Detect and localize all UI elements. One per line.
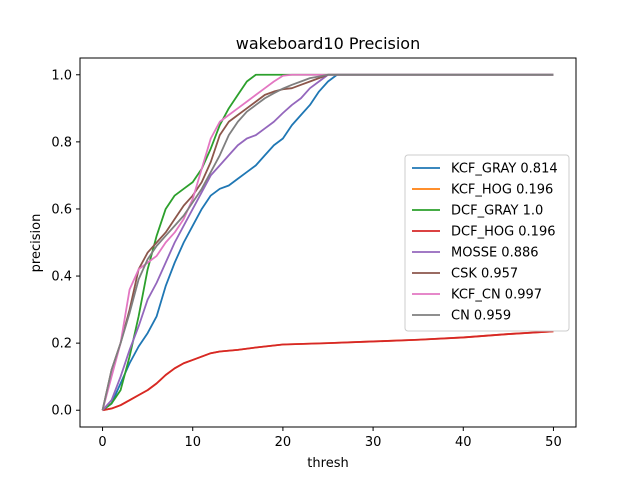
legend-label: CSK 0.957 — [451, 267, 518, 282]
x-axis-label: thresh — [307, 456, 348, 471]
y-axis-label: precision — [29, 214, 44, 273]
legend-label: KCF_GRAY 0.814 — [451, 162, 558, 177]
axes-frame — [79, 57, 577, 428]
x-tick-label: 20 — [275, 435, 292, 450]
legend: KCF_GRAY 0.814 KCF_HOG 0.196 DCF_GRAY 1.0 D… — [404, 154, 570, 332]
chart-title: wakeboard10 Precision — [236, 34, 420, 53]
legend-label: DCF_GRAY 1.0 — [451, 204, 543, 219]
x-axis: 0 10 20 30 40 50 — [98, 427, 562, 450]
legend-label: DCF_HOG 0.196 — [451, 225, 556, 240]
y-tick-label: 0.4 — [51, 270, 72, 285]
y-tick-label: 0.0 — [51, 404, 72, 419]
series-line-3 — [102, 330, 554, 412]
x-tick-label: 30 — [365, 435, 382, 450]
x-tick-label: 10 — [184, 435, 201, 450]
series-layer — [101, 73, 554, 412]
x-tick-label: 40 — [455, 435, 472, 450]
series-line-4 — [101, 73, 554, 411]
series-line-5 — [101, 73, 554, 411]
series-line-0 — [102, 73, 554, 411]
legend-label: KCF_CN 0.997 — [451, 288, 542, 303]
x-tick-label: 0 — [98, 435, 106, 450]
series-line-7 — [101, 73, 554, 411]
y-tick-label: 0.2 — [51, 337, 72, 352]
y-tick-label: 1.0 — [51, 68, 72, 83]
legend-frame — [404, 154, 570, 332]
x-tick-label: 50 — [545, 435, 562, 450]
legend-label: CN 0.959 — [451, 309, 511, 324]
y-tick-label: 0.6 — [51, 202, 72, 217]
y-tick-label: 0.8 — [51, 135, 72, 150]
series-line-2 — [102, 73, 554, 411]
y-axis: 0.0 0.2 0.4 0.6 0.8 1.0 — [51, 68, 80, 419]
series-line-6 — [101, 73, 554, 411]
legend-label: KCF_HOG 0.196 — [451, 183, 553, 198]
legend-label: MOSSE 0.886 — [451, 246, 539, 261]
plot-area — [79, 57, 577, 428]
